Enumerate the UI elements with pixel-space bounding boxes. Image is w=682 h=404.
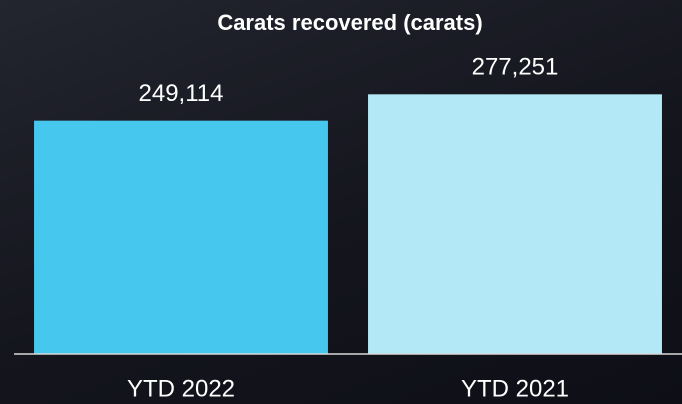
value-label: 277,251 <box>472 54 559 81</box>
x-tick-label: YTD 2021 <box>461 375 569 402</box>
chart-title: Carats recovered (carats) <box>217 10 482 35</box>
bar <box>34 120 328 354</box>
x-tick-label: YTD 2022 <box>127 375 235 402</box>
value-label: 249,114 <box>139 80 224 107</box>
bar <box>368 94 662 354</box>
